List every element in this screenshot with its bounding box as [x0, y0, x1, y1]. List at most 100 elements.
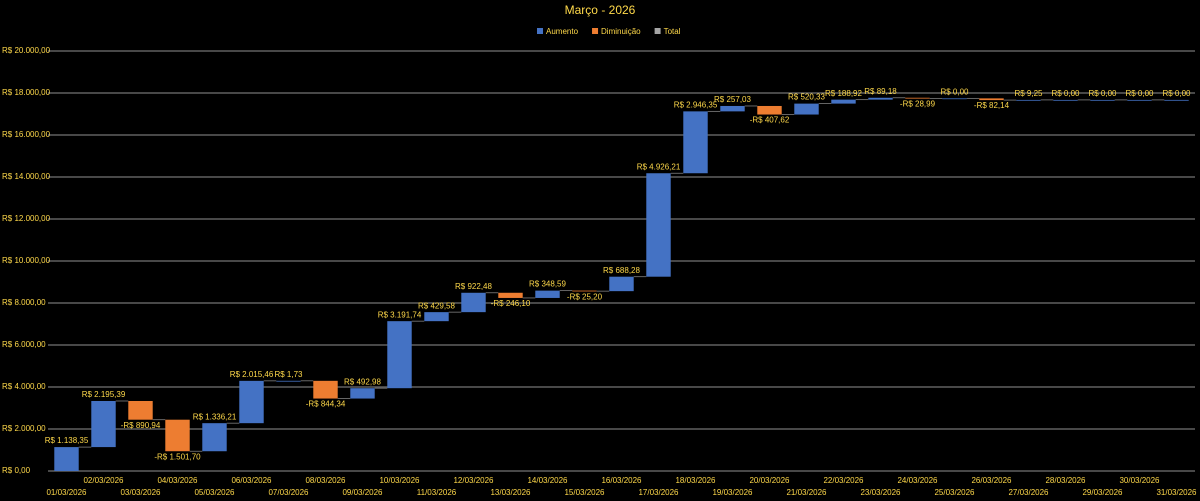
bar: [868, 97, 893, 100]
bar: [572, 290, 597, 292]
x-tick-label: 15/03/2026: [564, 488, 605, 497]
bar: [831, 99, 856, 104]
bar: [979, 98, 1004, 101]
x-tick-label: 25/03/2026: [934, 488, 975, 497]
data-label: -R$ 25,20: [567, 292, 603, 301]
bar: [91, 400, 116, 448]
y-tick-label: R$ 2.000,00: [2, 424, 46, 433]
data-label: R$ 9,25: [1014, 89, 1043, 98]
bar: [1090, 99, 1115, 101]
bar: [350, 388, 375, 399]
data-label: R$ 2.195,39: [82, 390, 126, 399]
x-tick-label: 24/03/2026: [897, 476, 938, 485]
bar: [720, 105, 745, 112]
data-label: R$ 429,58: [418, 301, 455, 310]
y-tick-label: R$ 16.000,00: [2, 130, 51, 139]
legend-label: Aumento: [546, 27, 579, 36]
x-tick-label: 08/03/2026: [305, 476, 346, 485]
x-tick-label: 31/03/2026: [1156, 488, 1197, 497]
bar: [387, 321, 412, 389]
x-tick-label: 20/03/2026: [749, 476, 790, 485]
x-tick-label: 30/03/2026: [1119, 476, 1160, 485]
y-tick-label: R$ 10.000,00: [2, 256, 51, 265]
data-label: -R$ 28,99: [900, 99, 936, 108]
bar: [609, 276, 634, 292]
data-label: R$ 3.191,74: [378, 310, 422, 319]
bar: [1127, 99, 1152, 101]
x-tick-label: 02/03/2026: [83, 476, 124, 485]
x-tick-label: 26/03/2026: [971, 476, 1012, 485]
data-label: R$ 1,73: [274, 370, 303, 379]
data-label: R$ 348,59: [529, 280, 566, 289]
data-label: R$ 188,92: [825, 89, 862, 98]
x-tick-label: 21/03/2026: [786, 488, 827, 497]
data-label: -R$ 1.501,70: [154, 452, 201, 461]
bar: [535, 290, 560, 298]
bar: [942, 98, 967, 100]
x-tick-label: 28/03/2026: [1045, 476, 1086, 485]
x-tick-label: 12/03/2026: [453, 476, 494, 485]
y-tick-label: R$ 4.000,00: [2, 382, 46, 391]
data-label: R$ 0,00: [1125, 89, 1154, 98]
x-tick-label: 22/03/2026: [823, 476, 864, 485]
x-tick-label: 11/03/2026: [417, 488, 457, 497]
x-tick-label: 27/03/2026: [1008, 488, 1049, 497]
bar: [54, 447, 79, 471]
data-label: R$ 0,00: [1051, 89, 1080, 98]
bar: [461, 292, 486, 313]
data-label: R$ 4.926,21: [637, 162, 681, 171]
x-tick-label: 10/03/2026: [379, 476, 420, 485]
data-label: R$ 0,00: [940, 87, 969, 96]
y-tick-label: R$ 18.000,00: [2, 88, 51, 97]
x-tick-label: 04/03/2026: [157, 476, 198, 485]
x-tick-label: 17/03/2026: [638, 488, 679, 497]
data-label: -R$ 407,62: [750, 116, 790, 125]
y-tick-label: R$ 0,00: [2, 466, 31, 475]
data-label: -R$ 246,10: [491, 299, 531, 308]
x-tick-label: 16/03/2026: [601, 476, 642, 485]
x-tick-label: 03/03/2026: [120, 488, 161, 497]
bar: [239, 380, 264, 424]
x-tick-label: 05/03/2026: [194, 488, 235, 497]
bar: [757, 105, 782, 115]
legend-swatch: [592, 28, 599, 34]
bar: [646, 173, 671, 277]
x-tick-label: 23/03/2026: [860, 488, 901, 497]
data-label: R$ 1.138,35: [45, 436, 89, 445]
legend-label: Total: [664, 27, 681, 36]
bar: [1053, 99, 1078, 101]
data-label: -R$ 82,14: [974, 101, 1010, 110]
legend-swatch: [654, 28, 661, 34]
data-label: R$ 89,18: [864, 87, 897, 96]
data-label: R$ 520,33: [788, 93, 825, 102]
data-label: -R$ 844,34: [306, 400, 346, 409]
y-tick-label: R$ 20.000,00: [2, 46, 51, 55]
x-tick-label: 29/03/2026: [1082, 488, 1123, 497]
y-tick-label: R$ 8.000,00: [2, 298, 46, 307]
x-tick-label: 19/03/2026: [712, 488, 753, 497]
x-tick-label: 07/03/2026: [268, 488, 309, 497]
bar: [794, 103, 819, 115]
bar: [683, 111, 708, 174]
bar: [165, 419, 190, 452]
data-label: -R$ 890,94: [121, 421, 161, 430]
bar: [424, 312, 449, 322]
data-label: R$ 922,48: [455, 282, 492, 291]
y-tick-label: R$ 12.000,00: [2, 214, 51, 223]
bar: [276, 380, 301, 382]
bar: [1016, 99, 1041, 101]
data-label: R$ 492,98: [344, 377, 381, 386]
x-tick-label: 14/03/2026: [527, 476, 568, 485]
bar: [128, 400, 153, 420]
data-label: R$ 257,03: [714, 95, 751, 104]
x-tick-label: 09/03/2026: [342, 488, 383, 497]
bar: [1164, 99, 1189, 101]
data-label: R$ 688,28: [603, 266, 640, 275]
data-label: R$ 2.015,46: [230, 370, 274, 379]
bar: [905, 97, 930, 99]
x-tick-label: 01/03/2026: [46, 488, 87, 497]
legend-swatch: [537, 28, 543, 34]
legend-label: Diminuição: [601, 27, 641, 36]
data-label: R$ 0,00: [1088, 89, 1117, 98]
bar: [202, 423, 227, 452]
